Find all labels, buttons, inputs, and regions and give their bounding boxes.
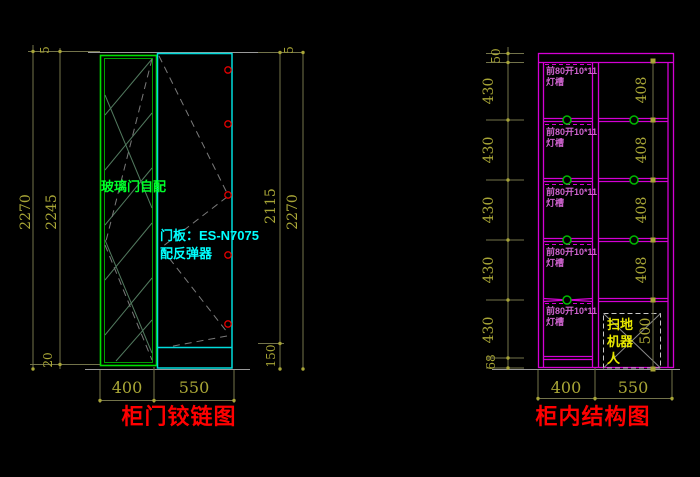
dim-door-height: 2245 xyxy=(44,194,60,230)
dim-section-4: 430 xyxy=(481,256,497,284)
groove-text: 灯槽 xyxy=(546,138,565,148)
vacuum-text: 扫地 xyxy=(607,317,634,332)
glass-door-note: 玻璃门自配 xyxy=(101,179,167,194)
dim-section-5: 430 xyxy=(481,316,497,344)
hinge-circles xyxy=(224,66,232,328)
shelf-light-circles xyxy=(562,115,639,305)
door-panel-note: 门板：ES-N7075 xyxy=(160,228,259,243)
left-drawing-title: 柜门铰链图 xyxy=(121,404,237,429)
groove-text: 前80开10*11 xyxy=(546,247,598,257)
light-groove-label-1: 前80开10*11 灯槽 xyxy=(546,66,597,88)
right-drawing-title: 柜内结构图 xyxy=(535,404,651,429)
dim-section-2: 430 xyxy=(481,136,497,164)
light-groove-label-2: 前80开10*11 灯槽 xyxy=(546,127,597,149)
vacuum-text: 机器 xyxy=(607,334,634,349)
dim-top-gap-left: 5 xyxy=(38,46,52,54)
dim-shelf-3: 408 xyxy=(634,196,650,224)
dim-top-panel: 50 xyxy=(489,48,503,64)
dim-side-height: 2115 xyxy=(263,188,279,224)
side-panel-cyan xyxy=(156,52,233,369)
vacuum-robot-label: 扫地 机器人 xyxy=(607,316,633,367)
vacuum-reserved-space xyxy=(603,313,661,369)
groove-text: 灯槽 xyxy=(546,77,565,87)
left-dimension-lines xyxy=(28,45,304,403)
dim-section-3: 430 xyxy=(481,196,497,224)
vacuum-text: 人 xyxy=(607,351,621,366)
dim-vacuum-space: 500 xyxy=(638,317,654,345)
dim-side-width: 550 xyxy=(178,378,210,397)
right-dimension-lines xyxy=(486,47,673,401)
dim-total-left: 2270 xyxy=(18,194,34,230)
glass-hatch xyxy=(104,58,153,362)
door-swing-right xyxy=(158,55,228,348)
groove-text: 灯槽 xyxy=(546,258,565,268)
light-groove-label-3: 前80开10*11 灯槽 xyxy=(546,187,597,209)
dim-top-gap-right: 5 xyxy=(282,46,296,54)
light-groove-label-4: 前80开10*11 灯槽 xyxy=(546,247,597,269)
right-dimension-ticks xyxy=(506,51,674,401)
groove-text: 前80开10*11 xyxy=(546,187,598,197)
left-dimension-ticks xyxy=(31,49,305,403)
dim-left-width: 400 xyxy=(550,378,582,397)
dim-right-width: 550 xyxy=(617,378,649,397)
groove-text: 灯槽 xyxy=(546,198,565,208)
dim-bottom-gap: 20 xyxy=(41,352,55,368)
dim-section-1: 430 xyxy=(481,77,497,105)
rebound-note: 配反弹器 xyxy=(160,246,213,261)
dim-shelf-1: 408 xyxy=(634,76,650,104)
dim-base: 68 xyxy=(484,354,498,370)
groove-text: 前80开10*11 xyxy=(546,127,598,137)
groove-text: 灯槽 xyxy=(546,317,565,327)
dim-shelf-2: 408 xyxy=(634,136,650,164)
groove-text: 前80开10*11 xyxy=(546,66,598,76)
left-elevation-construction xyxy=(85,52,258,370)
dim-total-right: 2270 xyxy=(285,194,301,230)
dim-shelf-4: 408 xyxy=(634,256,650,284)
dim-bottom-shelf: 150 xyxy=(264,344,278,368)
dim-door-width: 400 xyxy=(111,378,143,397)
groove-text: 前80开10*11 xyxy=(546,306,598,316)
left-door-panel xyxy=(99,54,158,367)
door-swing-left xyxy=(104,58,153,361)
light-groove-label-5: 前80开10*11 灯槽 xyxy=(546,306,597,328)
